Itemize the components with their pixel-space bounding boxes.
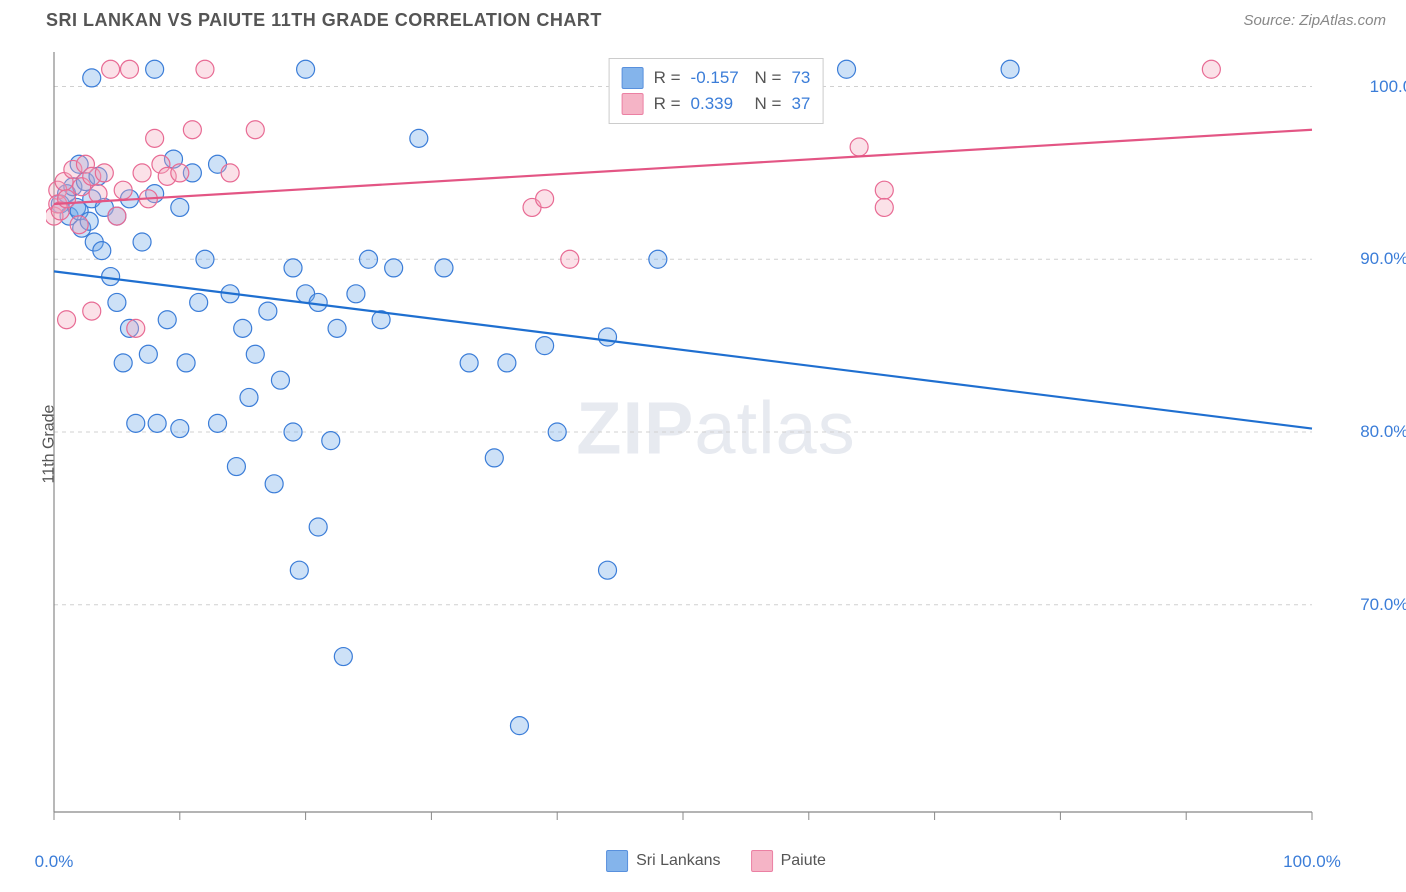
legend-label: Sri Lankans xyxy=(636,852,721,870)
n-label: N = xyxy=(755,94,782,114)
swatch-paiute xyxy=(622,93,644,115)
y-tick-label: 100.0% xyxy=(1370,77,1406,97)
n-value-pa: 37 xyxy=(791,94,810,114)
scatter-plot xyxy=(46,44,1386,844)
n-label: N = xyxy=(755,68,782,88)
r-label: R = xyxy=(654,68,681,88)
swatch-sri-lankans xyxy=(606,850,628,872)
y-tick-label: 90.0% xyxy=(1360,249,1406,269)
r-value-sl: -0.157 xyxy=(691,68,745,88)
legend-label: Paiute xyxy=(781,852,826,870)
n-value-sl: 73 xyxy=(791,68,810,88)
legend-item-sri-lankans: Sri Lankans xyxy=(606,850,721,872)
bottom-legend: Sri Lankans Paiute xyxy=(606,850,826,872)
r-label: R = xyxy=(654,94,681,114)
y-tick-label: 70.0% xyxy=(1360,595,1406,615)
chart-title: SRI LANKAN VS PAIUTE 11TH GRADE CORRELAT… xyxy=(46,10,602,31)
chart-container: 11th Grade ZIPatlas 70.0%80.0%90.0%100.0… xyxy=(46,44,1386,844)
stats-row-paiute: R = 0.339 N = 37 xyxy=(622,91,811,117)
x-tick-label: 0.0% xyxy=(35,852,74,872)
y-tick-label: 80.0% xyxy=(1360,422,1406,442)
swatch-sri-lankans xyxy=(622,67,644,89)
x-tick-label: 100.0% xyxy=(1283,852,1341,872)
r-value-pa: 0.339 xyxy=(691,94,745,114)
source-attribution: Source: ZipAtlas.com xyxy=(1243,12,1386,29)
legend-item-paiute: Paiute xyxy=(751,850,826,872)
stats-row-sri-lankans: R = -0.157 N = 73 xyxy=(622,65,811,91)
stats-legend-box: R = -0.157 N = 73 R = 0.339 N = 37 xyxy=(609,58,824,124)
swatch-paiute xyxy=(751,850,773,872)
